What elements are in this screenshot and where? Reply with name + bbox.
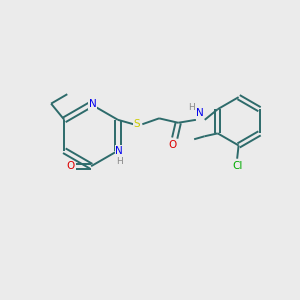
Text: H: H — [116, 158, 123, 166]
Text: O: O — [66, 161, 75, 171]
Text: N: N — [116, 146, 123, 156]
Text: N: N — [196, 108, 203, 118]
Text: N: N — [89, 99, 97, 110]
Text: Cl: Cl — [232, 161, 242, 171]
Text: H: H — [188, 103, 195, 112]
Text: O: O — [168, 140, 176, 150]
Text: S: S — [134, 119, 140, 129]
